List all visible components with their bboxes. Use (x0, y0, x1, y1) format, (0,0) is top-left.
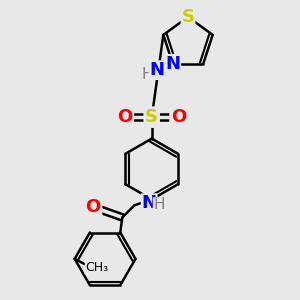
Text: H: H (141, 67, 153, 82)
Text: N: N (165, 55, 180, 73)
Text: N: N (149, 61, 164, 79)
Text: CH₃: CH₃ (85, 261, 108, 274)
Text: S: S (182, 8, 194, 26)
Text: H: H (153, 197, 165, 212)
Text: O: O (85, 198, 100, 216)
Text: O: O (117, 108, 132, 126)
Text: N: N (142, 194, 157, 212)
Text: O: O (171, 108, 186, 126)
Text: S: S (145, 108, 158, 126)
